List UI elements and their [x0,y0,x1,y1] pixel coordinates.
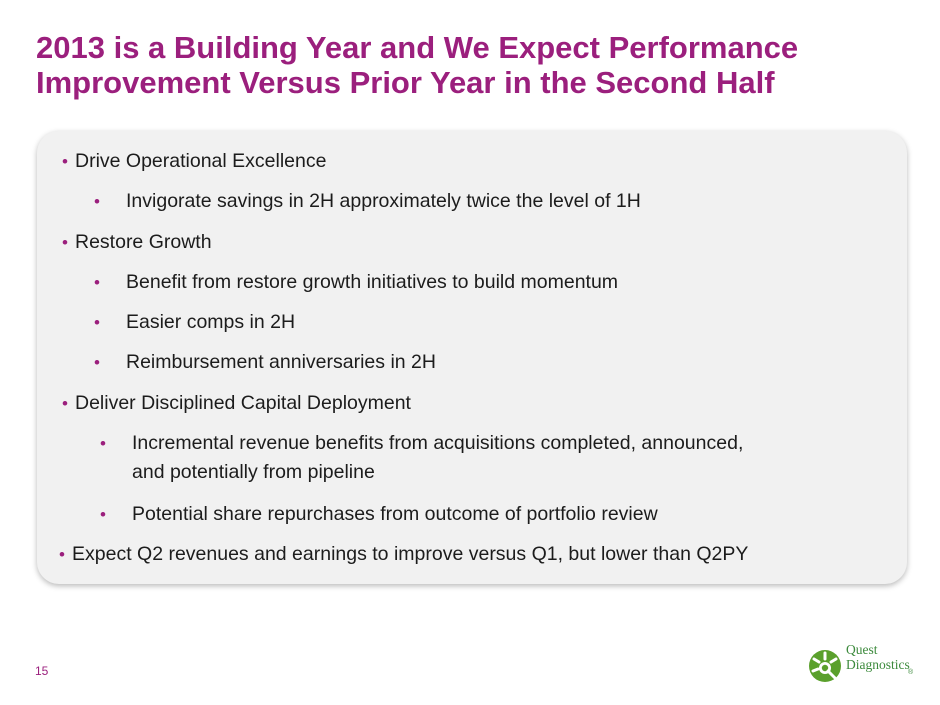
bullet-dot: • [59,545,65,564]
page-number: 15 [35,664,49,678]
bullet-dot: • [94,353,100,372]
bullet-dot: • [62,394,68,413]
quest-diagnostics-logo-icon [809,650,841,682]
bullet-dot: • [62,152,68,171]
bullet-dot: • [94,313,100,332]
slide-title: 2013 is a Building Year and We Expect Pe… [36,30,916,100]
bullet-dot: • [62,233,68,252]
bullet-dot: • [94,192,100,211]
quest-diagnostics-logo: Quest Diagnostics ® [806,640,916,690]
title-line-1: 2013 is a Building Year and We Expect Pe… [36,30,799,65]
bullet-dot: • [94,273,100,292]
registered-mark: ® [908,669,914,676]
bullet-dot: • [100,434,106,453]
bullet-dot: • [100,505,106,524]
content-panel [37,131,907,584]
title-line-2: Improvement Versus Prior Year in the Sec… [36,65,775,100]
logo-wordmark: Quest Diagnostics [846,642,910,672]
